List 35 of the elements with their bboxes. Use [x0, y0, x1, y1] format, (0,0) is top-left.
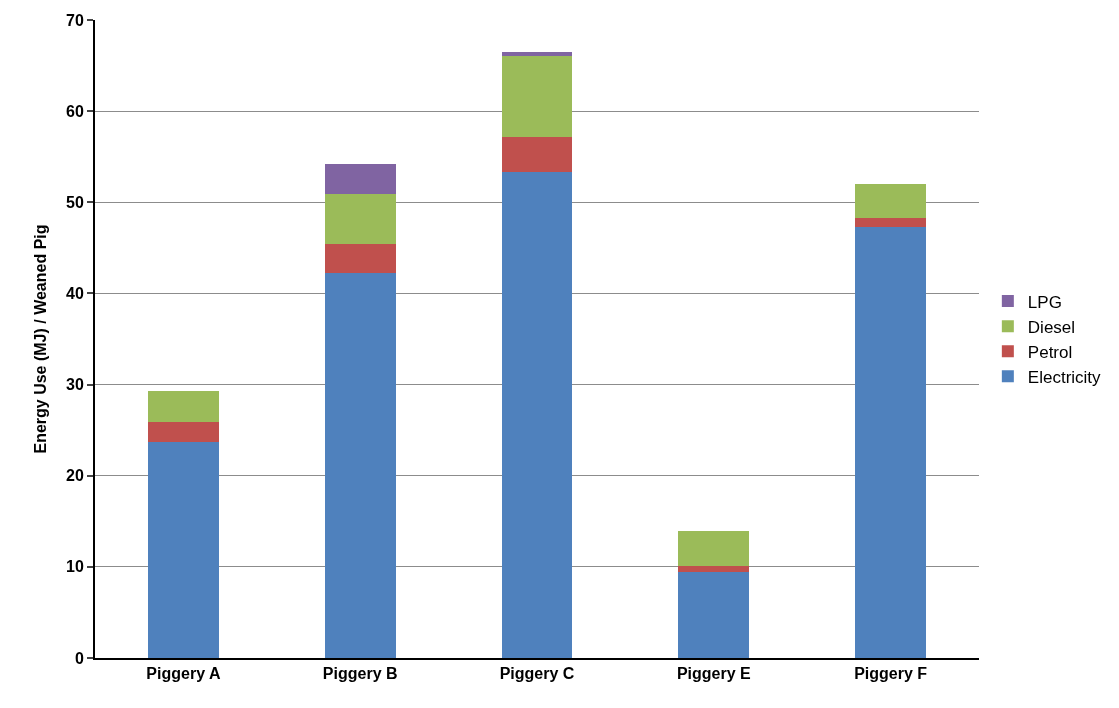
bar [501, 51, 573, 56]
bar [324, 244, 396, 274]
legend-label: Electricity [1027, 367, 1102, 387]
bar [324, 194, 396, 245]
bar [678, 572, 750, 658]
y-tick-label: 0 [74, 649, 84, 667]
y-tick-label: 30 [66, 376, 84, 394]
x-tick-label: Piggery E [676, 665, 752, 683]
bar [678, 565, 750, 573]
x-tick-label: Piggery C [499, 665, 575, 683]
x-tick-label: Piggery F [854, 665, 928, 683]
y-tick-label: 10 [66, 558, 84, 576]
bar [501, 55, 573, 137]
y-tick-label: 50 [66, 193, 84, 211]
bar [501, 172, 573, 658]
legend-label: Diesel [1027, 317, 1076, 337]
y-axis-title: Energy Use (MJ) / Weaned Pig [32, 224, 50, 454]
x-tick-label: Piggery B [322, 665, 398, 683]
bar [324, 164, 396, 195]
bar [148, 421, 219, 442]
bar [855, 226, 926, 658]
bar [324, 273, 396, 658]
y-tick-label: 20 [66, 467, 84, 485]
legend-label: Petrol [1027, 342, 1073, 362]
legend-label: LPG [1027, 292, 1062, 312]
y-tick-label: 70 [66, 11, 84, 29]
bar [678, 531, 750, 566]
bar [855, 184, 926, 218]
bar [855, 217, 926, 227]
bar [148, 441, 219, 658]
bar [501, 136, 573, 173]
y-tick-label: 60 [66, 102, 84, 120]
x-tick-label: Piggery A [146, 665, 221, 683]
bar [148, 390, 219, 422]
y-tick-label: 40 [66, 285, 84, 303]
